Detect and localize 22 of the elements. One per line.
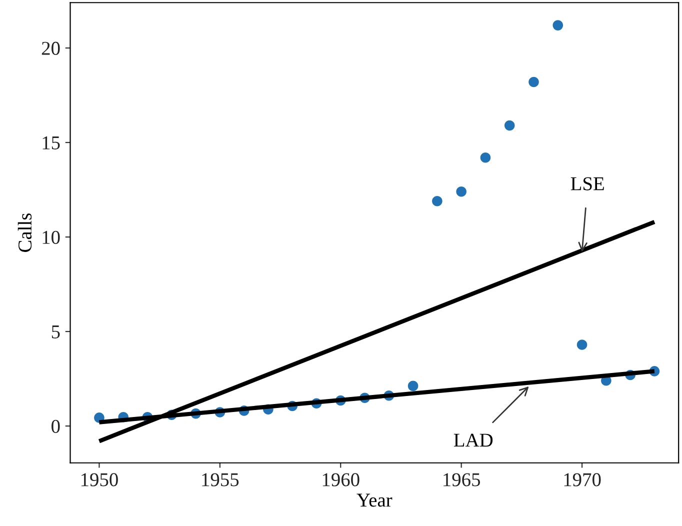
x-tick-label: 1965	[444, 473, 480, 486]
point	[504, 120, 515, 131]
point	[408, 380, 418, 392]
x-tick-label: 1970	[564, 473, 601, 486]
x-tick-label: 1960	[322, 473, 360, 486]
annotation: LSE	[570, 177, 604, 190]
point	[480, 152, 491, 163]
y-tick-label: 0	[52, 420, 60, 433]
point	[432, 196, 442, 206]
annotation: LAD	[454, 434, 493, 447]
y-tick-label: 15	[42, 136, 60, 150]
y-axis-title: Calls	[18, 213, 32, 252]
point	[528, 76, 539, 88]
point	[552, 20, 564, 30]
y-tick-label: 10	[42, 230, 60, 244]
point	[456, 186, 466, 197]
x-tick-label: 1950	[81, 473, 118, 486]
x-axis-title: Year	[356, 494, 392, 507]
y-tick-label: 5	[52, 326, 60, 338]
y-tick-label: 20	[42, 42, 60, 55]
x-tick-label: 1955	[202, 473, 239, 486]
point	[576, 340, 588, 350]
